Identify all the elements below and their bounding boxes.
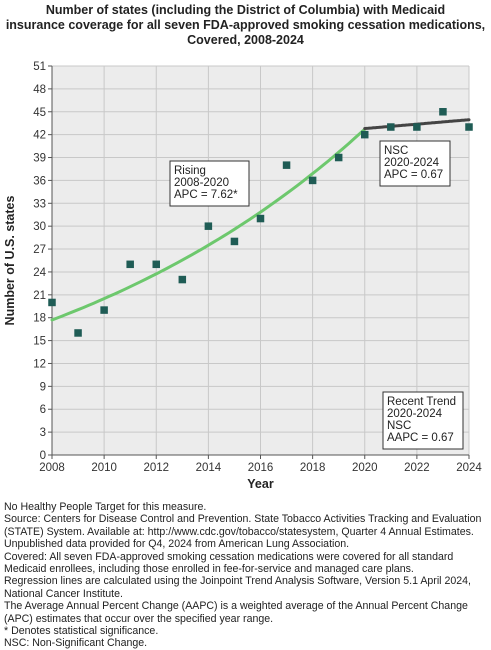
footnote-line: No Healthy People Target for this measur… (4, 501, 207, 513)
chart-title-line-3: Covered, 2008-2024 (187, 33, 304, 47)
footnote-line: Medicaid enrollees, including those enro… (4, 563, 414, 576)
data-point (308, 176, 317, 185)
data-point (282, 161, 291, 169)
x-tick-label: 2024 (456, 462, 482, 474)
y-tick-label: 45 (33, 107, 46, 119)
annotation-text: NSC (387, 420, 411, 432)
footnote-line: The Average Annual Percent Change (AAPC)… (4, 600, 468, 613)
data-point (413, 123, 421, 131)
data-point (204, 222, 213, 230)
footnote-line: Unpublished data provided for Q4, 2024 f… (4, 538, 350, 551)
x-tick-label: 2016 (248, 462, 274, 474)
y-tick-label: 24 (33, 267, 46, 279)
x-tick-label: 2022 (404, 462, 430, 474)
trend-line-1 (50, 127, 367, 322)
y-axis-label: Number of U.S. states (3, 196, 17, 326)
annotation-text: Recent Trend (387, 396, 456, 408)
chart-title-line-2: insurance coverage for all seven FDA-app… (5, 18, 486, 32)
annotation-text: Rising (174, 165, 206, 177)
x-tick-label: 2012 (143, 462, 169, 474)
annotation-text: 2020-2024 (384, 157, 440, 169)
data-point (230, 237, 239, 246)
footnote-line: Covered: All seven FDA-approved smoking … (4, 550, 454, 563)
y-tick-label: 18 (33, 313, 46, 325)
data-point (439, 108, 447, 116)
annotation-text: APC = 0.67 (384, 169, 443, 181)
data-point (74, 329, 82, 337)
annotation-text: 2020-2024 (387, 408, 443, 420)
y-tick-label: 30 (33, 221, 46, 233)
footnote-line: Source: Centers for Disease Control and … (4, 513, 482, 526)
y-tick-label: 33 (33, 198, 46, 210)
annotation-frame (379, 140, 451, 187)
footnote-line: * Denotes statistical significance. (4, 625, 159, 638)
y-tick-label: 0 (40, 450, 46, 462)
data-point (126, 260, 134, 269)
chart-title-line-1: Number of states (including the District… (45, 3, 446, 17)
data-point (48, 298, 56, 307)
y-tick-label: 39 (33, 153, 46, 165)
data-point (178, 275, 187, 284)
data-point (361, 130, 369, 139)
footnote-line: (APC) estimates that occur over the spec… (4, 612, 274, 625)
y-tick-label: 36 (33, 175, 46, 187)
footnote-line: (STATE) System. Available at: http://www… (4, 525, 474, 538)
data-point (387, 123, 395, 131)
y-tick-label: 3 (40, 427, 46, 439)
y-tick-label: 51 (33, 61, 46, 73)
annotation-frame (382, 391, 464, 450)
footnote-line: NSC: Non-Significant Change. (4, 637, 148, 650)
annotation-text: AAPC = 0.67 (387, 432, 454, 444)
chart-title: Number of states (including the District… (0, 3, 491, 48)
x-tick-label: 2008 (39, 462, 65, 474)
data-point (465, 123, 473, 131)
x-tick-label: 2018 (300, 462, 326, 474)
footnotes: No Healthy People Target for this measur… (4, 501, 490, 650)
y-tick-label: 9 (40, 381, 46, 393)
annotation-text: 2008-2020 (174, 177, 229, 189)
x-tick-label: 2020 (352, 462, 378, 474)
y-tick-label: 42 (33, 130, 46, 142)
footnote-line: National Cancer Institute. (4, 587, 123, 600)
data-point (152, 260, 160, 269)
y-tick-label: 15 (33, 336, 46, 348)
annotation-text: APC = 7.62* (174, 189, 238, 201)
y-tick-label: 6 (40, 404, 46, 416)
y-tick-label: 48 (33, 84, 46, 96)
x-axis-label: Year (247, 477, 274, 491)
annotation-frame (169, 160, 250, 207)
footnote-line: Regression lines are calculated using th… (4, 575, 471, 588)
x-tick-label: 2010 (91, 462, 117, 474)
data-point (100, 306, 108, 314)
y-tick-label: 21 (33, 290, 46, 302)
annotation-text: NSC (384, 145, 408, 157)
y-tick-label: 27 (33, 244, 46, 256)
y-tick-label: 12 (33, 358, 46, 370)
x-tick-label: 2014 (196, 462, 222, 474)
data-point (256, 214, 265, 223)
data-point (334, 153, 343, 162)
